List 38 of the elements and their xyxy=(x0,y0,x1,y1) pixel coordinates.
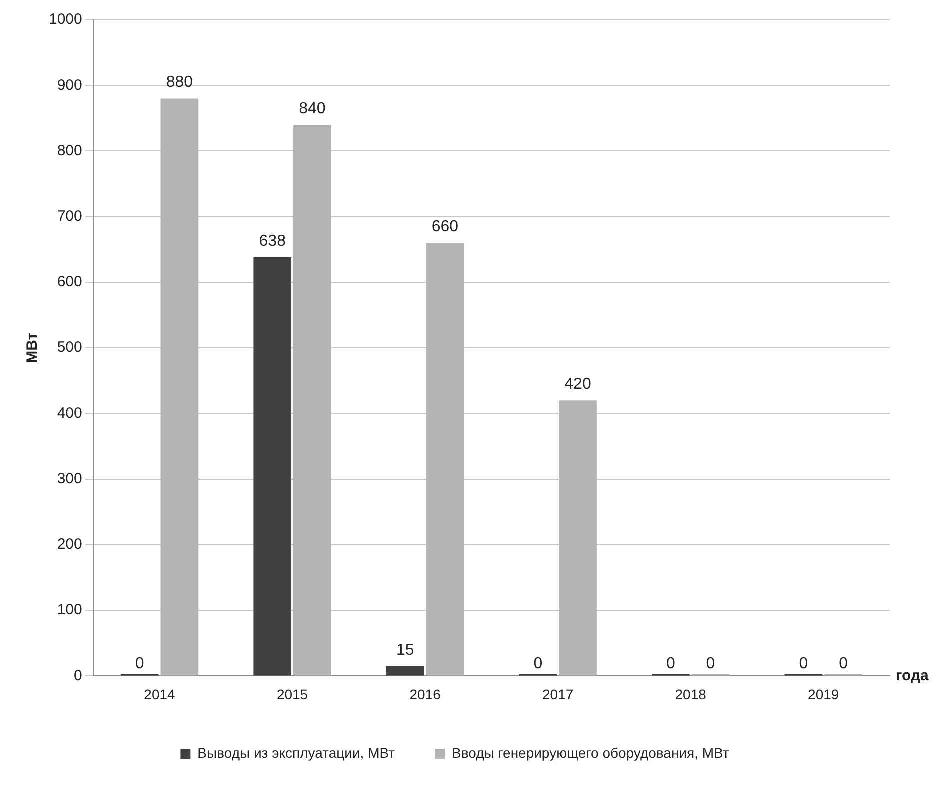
bar xyxy=(559,400,597,676)
data-label: 660 xyxy=(432,218,459,236)
data-label: 0 xyxy=(534,656,543,673)
y-tick-label: 0 xyxy=(74,667,82,684)
x-tick-label: 2016 xyxy=(410,686,442,702)
data-label: 420 xyxy=(564,376,592,393)
y-tick-label: 800 xyxy=(57,142,82,160)
data-label: 0 xyxy=(135,656,144,673)
bar xyxy=(426,243,464,676)
y-tick-label: 100 xyxy=(57,602,82,619)
y-tick-label: 1000 xyxy=(48,11,82,28)
x-tick-label: 2014 xyxy=(144,686,176,702)
data-label: 0 xyxy=(839,656,848,673)
x-tick-label: 2019 xyxy=(808,686,840,702)
legend-label: Вводы генерирующего оборудования, МВт xyxy=(452,744,730,761)
y-tick-label: 600 xyxy=(57,274,82,291)
data-label: 638 xyxy=(259,232,286,250)
y-tick-label: 200 xyxy=(57,536,82,554)
data-label: 0 xyxy=(799,656,808,673)
data-label: 840 xyxy=(299,100,326,118)
y-tick-label: 400 xyxy=(57,404,82,422)
y-tick-label: 700 xyxy=(57,208,82,225)
data-label: 0 xyxy=(666,656,676,673)
data-label: 15 xyxy=(396,642,414,659)
x-tick-label: 2017 xyxy=(542,686,574,702)
bar xyxy=(254,258,292,676)
data-label: 880 xyxy=(166,74,194,92)
data-label: 0 xyxy=(706,656,716,673)
x-axis-title: года xyxy=(896,667,930,684)
y-tick-label: 900 xyxy=(57,76,82,94)
bar xyxy=(160,98,199,676)
y-tick-label: 300 xyxy=(57,470,82,488)
x-tick-label: 2015 xyxy=(276,686,308,702)
y-tick-label: 500 xyxy=(57,339,82,356)
legend-label: Выводы из эксплуатации, МВт xyxy=(198,744,396,761)
y-axis-title: МВт xyxy=(24,332,42,364)
x-tick-label: 2018 xyxy=(675,686,707,702)
bar xyxy=(294,124,332,676)
